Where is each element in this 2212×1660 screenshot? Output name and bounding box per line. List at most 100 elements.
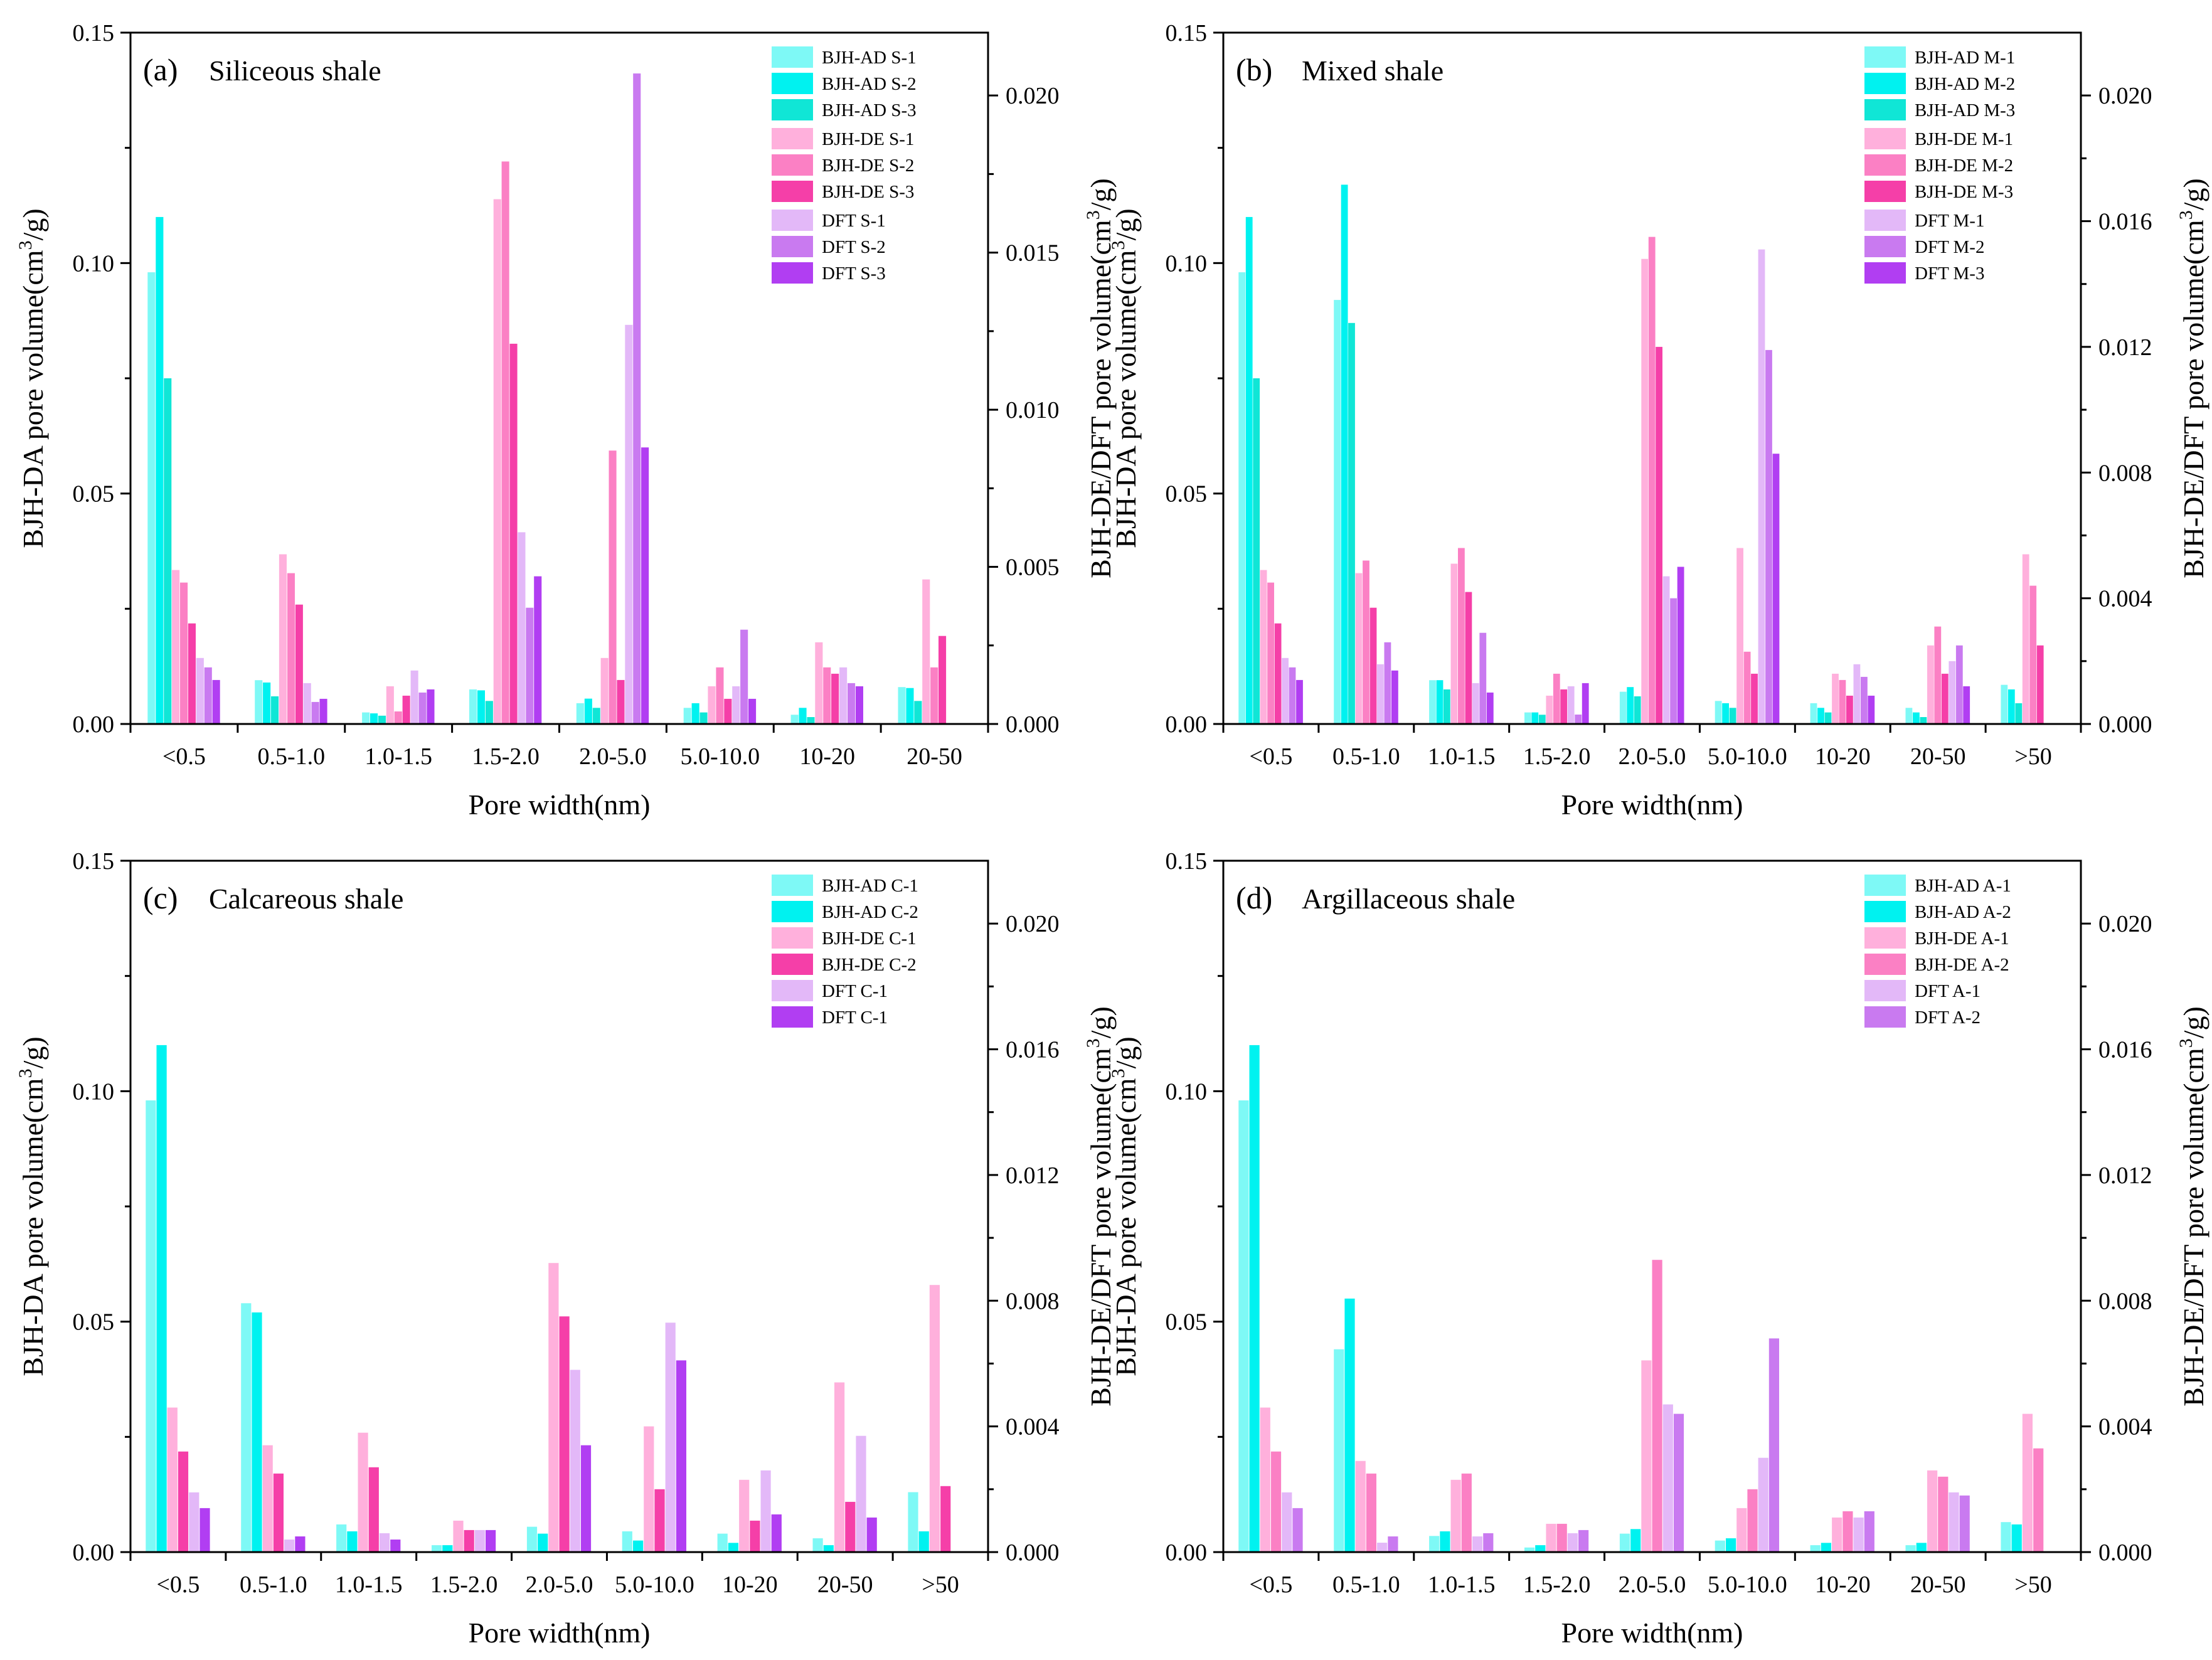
bar-bjh-de-2-4 [1641,1360,1652,1552]
panel-label: (d) [1236,880,1272,915]
left-y-title-sup: 3 [1108,1068,1129,1078]
bar-bjh-de-5-1 [1369,607,1377,724]
bar-dft-6-4 [1662,576,1670,724]
legend-label: DFT A-1 [1915,981,1981,1001]
bar-bjh-ad-2-5 [699,712,708,724]
bar-bjh-de-3-6 [815,642,823,724]
bar-dft-5-3 [1578,1530,1589,1552]
bar-dft-5-2 [1483,1533,1494,1552]
right-y-tick-label: 0.012 [2098,334,2152,361]
left-y-tick-label: 0.00 [1166,711,1208,738]
bar-dft-4-0 [189,1492,199,1552]
bar-dft-8-0 [212,679,220,724]
left-y-axis-title: BJH-DA pore volume(cm3/g) [1108,208,1142,548]
bar-bjh-ad-1-4 [584,698,592,724]
bar-bjh-de-2-3 [1546,1523,1556,1552]
panel-label: (c) [143,880,178,915]
bar-bjh-de-5-4 [617,679,625,724]
bar-bjh-ad-1-5 [633,1540,644,1552]
x-axis: <0.5 0.5-1.0 1.0-1.5 1.5-2.0 2.0-5.0 5.0-10.0… [129,1552,989,1598]
bar-dft-6-2 [410,670,418,724]
bar-bjh-de-2-2 [1450,1479,1461,1552]
bar-bjh-ad-2-3 [485,701,493,724]
bar-dft-5-4 [1673,1413,1684,1552]
bar-bjh-ad-2-1 [271,696,279,724]
x-tick-label: 0.5-1.0 [1332,743,1400,770]
bar-dft-6-0 [1282,657,1289,724]
bar-bjh-ad-0-1 [1334,1349,1344,1552]
left-y-title-part: BJH-DA pore volume(cm [17,1078,49,1376]
bar-bjh-ad-1-5 [691,703,699,724]
bar-dft-4-5 [1758,1457,1768,1552]
panels: 0.00 0.05 0.10 0.15 0.000 0.005 0.010 0.015 0.02… [15,20,2209,1649]
bar-dft-8-6 [855,686,863,724]
legend-label: BJH-AD A-2 [1915,902,2011,922]
bar-dft-8-2 [427,689,435,724]
bar-bjh-de-3-2 [1461,1473,1472,1552]
bar-dft-5-5 [676,1360,686,1552]
left-y-tick-label: 0.05 [73,481,115,508]
legend-label: BJH-DE S-1 [822,129,914,149]
bar-bjh-de-2-1 [1355,1460,1366,1552]
bar-bjh-de-3-8 [2022,554,2029,724]
legend-label: DFT C-1 [822,981,888,1001]
right-y-tick-label: 0.000 [1006,711,1060,738]
bar-bjh-ad-1-8 [2007,689,2015,724]
x-axis-title: Pore width(nm) [468,789,650,821]
right-y-title-part: /g) [2177,1006,2209,1038]
x-tick-label: 10-20 [722,1572,778,1598]
bar-bjh-de-2-5 [644,1426,654,1552]
bar-bjh-de-5-7 [1941,673,1949,724]
left-y-axis-title: BJH-DA pore volume(cm3/g) [15,1036,49,1376]
legend-label: BJH-AD S-1 [822,48,917,68]
x-axis-title: Pore width(nm) [468,1617,650,1649]
bar-dft-5-3 [486,1530,496,1552]
right-y-tick-label: 0.004 [2098,586,2152,612]
bar-dft-4-1 [1377,1543,1388,1552]
bar-bjh-ad-0-8 [908,1492,918,1552]
legend-swatch [772,262,813,284]
bar-bjh-de-4-4 [1648,237,1656,725]
bar-bjh-ad-2-5 [1729,708,1736,724]
bar-bjh-ad-1-3 [477,690,485,724]
x-axis-title: Pore width(nm) [1561,1617,1743,1649]
bar-bjh-ad-0-8 [2001,1522,2011,1552]
right-y-tick-label: 0.000 [2098,1540,2152,1566]
legend: BJH-AD C-1 BJH-AD C-2 BJH-DE C-1 BJH-DE C-2… [772,875,918,1028]
legend-label: DFT A-2 [1915,1008,1981,1028]
x-tick-label: 5.0-10.0 [1708,1572,1787,1598]
x-tick-label: 2.0-5.0 [579,743,647,770]
right-y-title-part: /g) [1085,178,1117,210]
bar-dft-7-4 [1670,598,1677,724]
bar-bjh-de-3-6 [750,1520,760,1552]
bar-bjh-ad-1-2 [1436,680,1444,724]
bars [1238,184,2044,725]
x-axis-title: Pore width(nm) [1561,789,1743,821]
legend-swatch [772,954,813,975]
bar-dft-4-3 [474,1530,485,1552]
bar-dft-7-0 [204,667,212,724]
legend-swatch [772,1006,813,1028]
bar-dft-5-0 [1292,1508,1303,1552]
bar-dft-8-5 [748,698,757,724]
bar-bjh-de-4-5 [1743,651,1751,724]
bar-bjh-ad-0-2 [1429,680,1436,724]
right-y-tick-label: 0.000 [2098,711,2152,738]
panel-title: Argillaceous shale [1302,883,1515,915]
bar-dft-4-1 [284,1540,295,1552]
bar-dft-7-5 [740,629,748,724]
right-y-tick-label: 0.008 [2098,460,2152,486]
x-tick-label: 1.5-2.0 [430,1572,498,1598]
bar-dft-4-5 [665,1322,676,1552]
bar-bjh-de-5-1 [295,604,303,724]
bar-bjh-de-3-4 [600,657,609,724]
bar-dft-8-6 [1868,695,1875,724]
legend-label: BJH-DE M-2 [1915,156,2013,176]
legend-label: BJH-AD C-1 [822,876,918,896]
right-y-tick-label: 0.000 [1006,1540,1060,1566]
bar-bjh-ad-0-2 [336,1524,347,1552]
x-tick-label: 1.5-2.0 [1523,1572,1591,1598]
bar-dft-5-6 [771,1514,782,1552]
bar-bjh-ad-1-6 [799,708,807,724]
legend-swatch [772,210,813,231]
